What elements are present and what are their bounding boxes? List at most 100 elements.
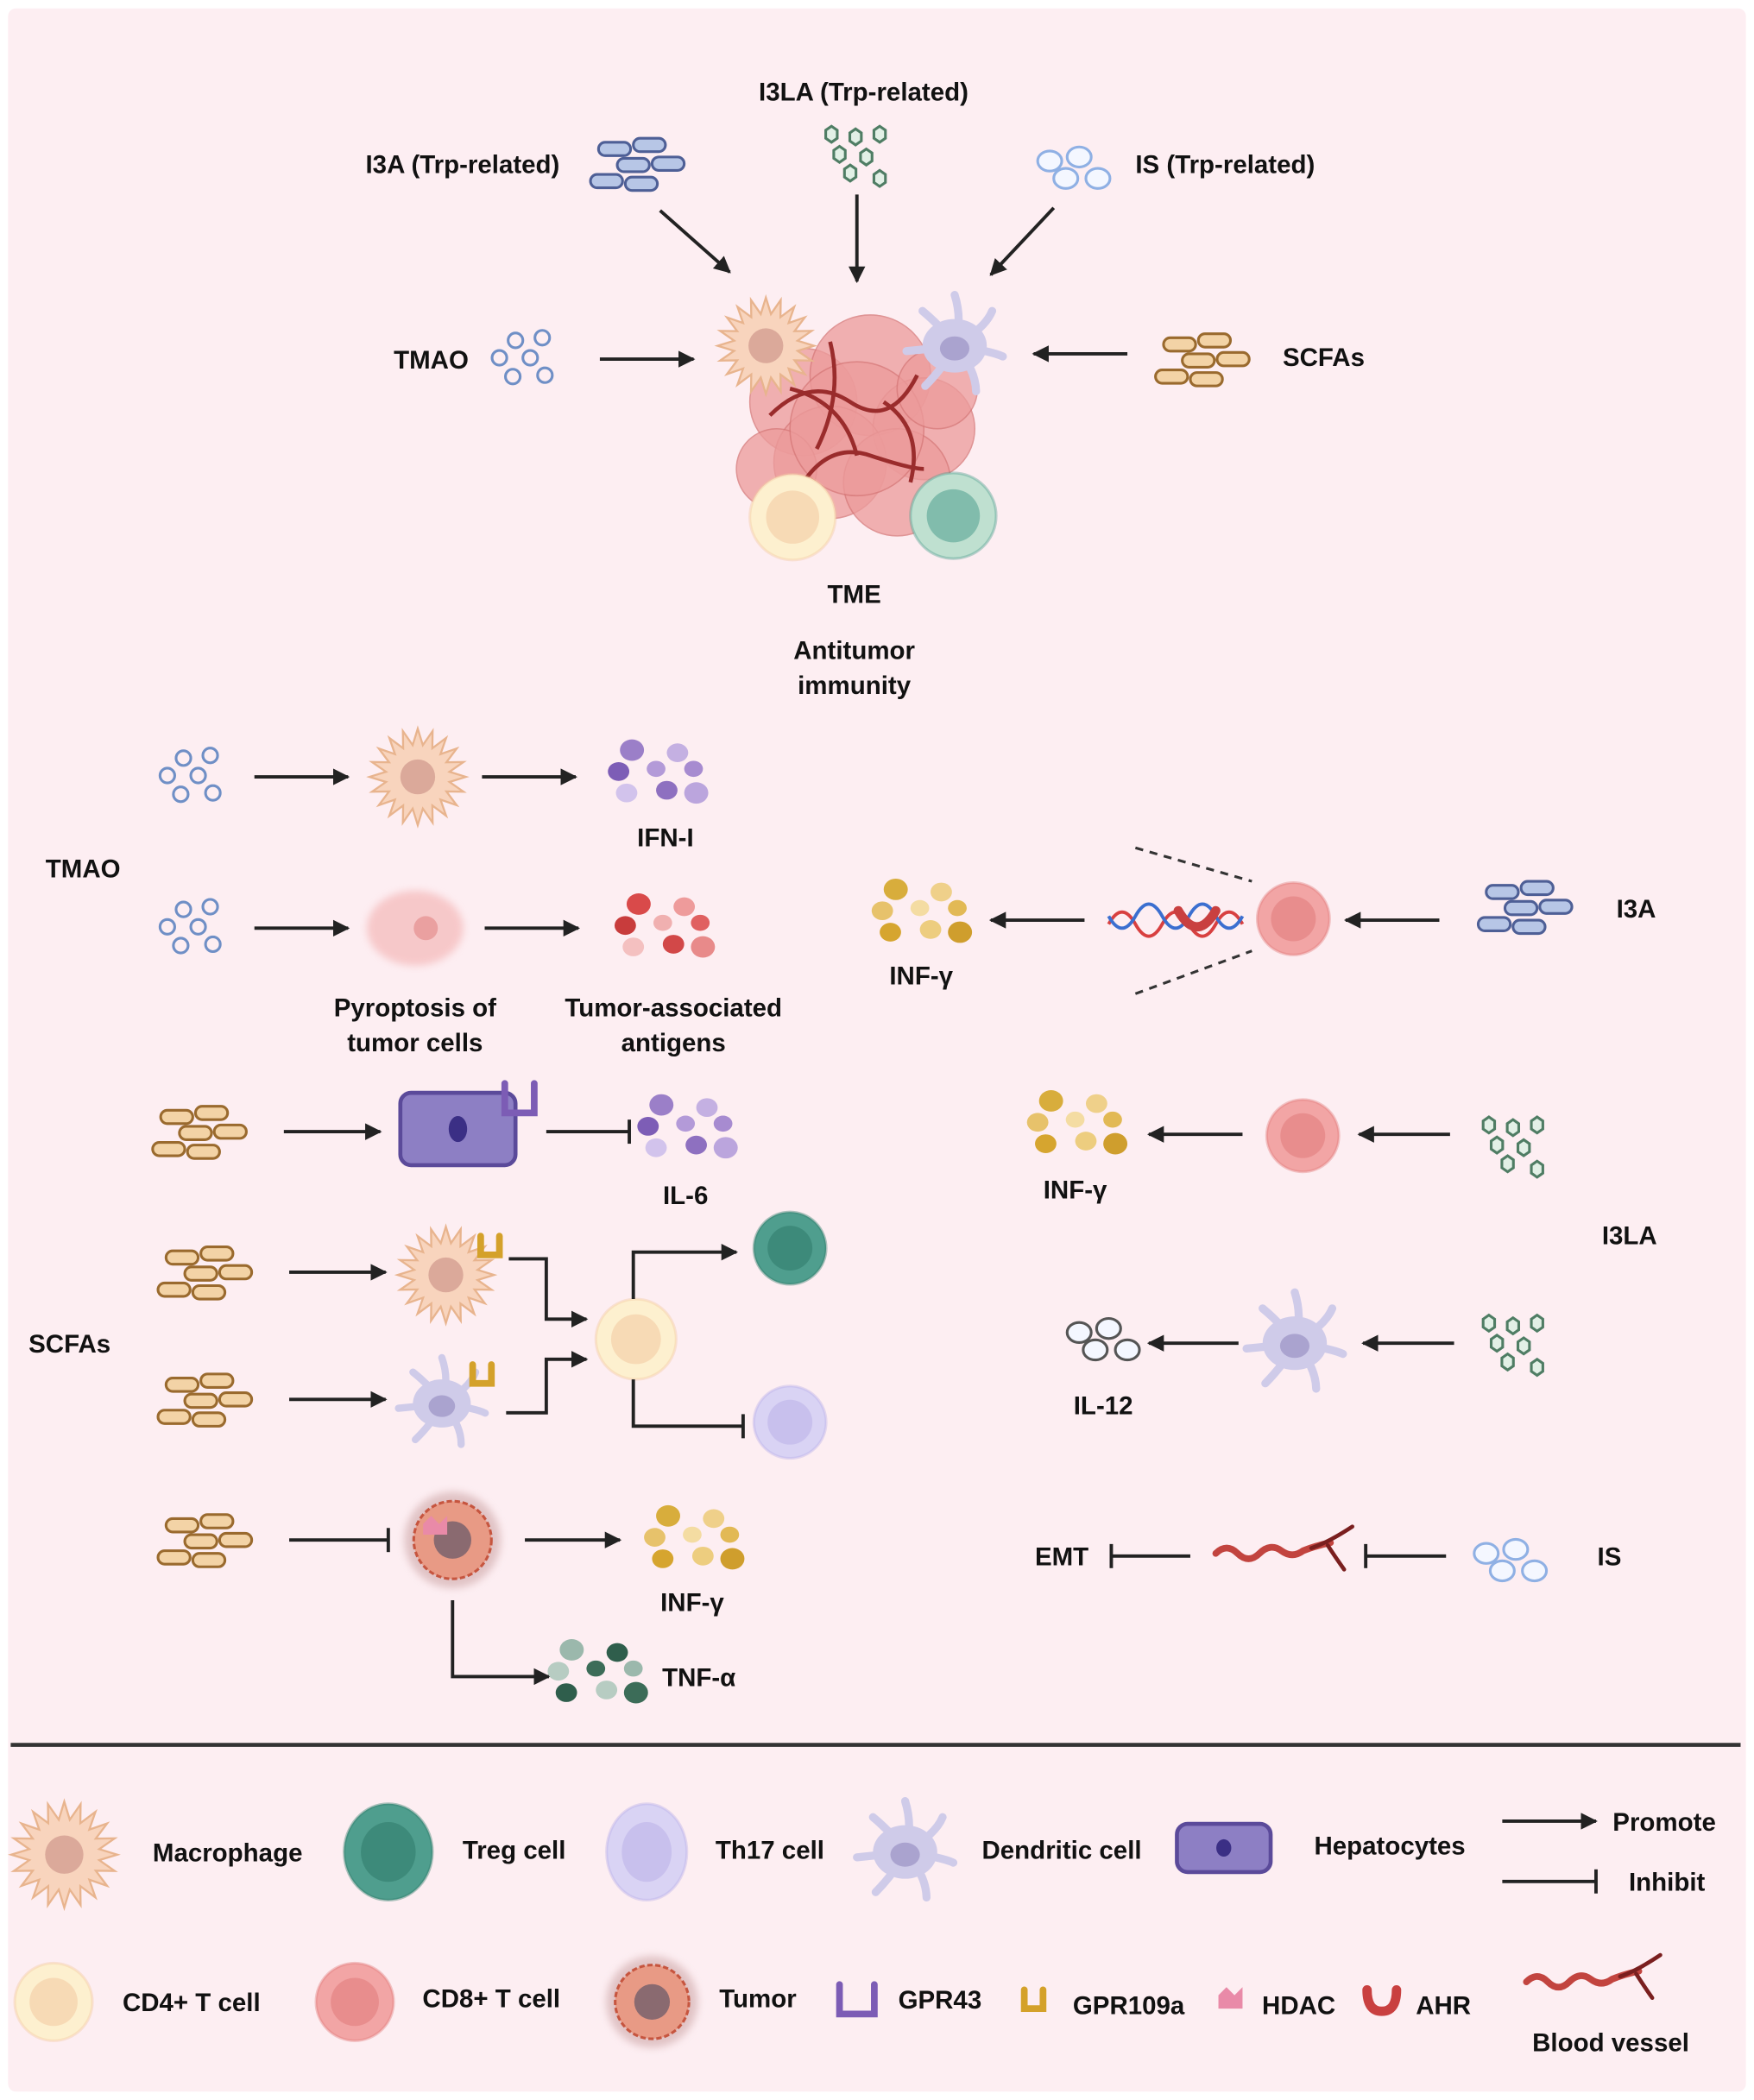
- tmao-molecules-icon: [158, 747, 222, 804]
- inhibit-cd4-to-th17: [631, 1379, 745, 1439]
- ifn-i-dots-icon: [608, 739, 709, 804]
- legend-cd4: CD4+ T cell: [123, 1989, 261, 2017]
- i3la-molecules-icon: [824, 124, 887, 188]
- label-tme: TME: [828, 580, 881, 609]
- label-emt: EMT: [1035, 1543, 1088, 1572]
- label-taa-2: antigens: [621, 1029, 726, 1057]
- scfa-molecules-icon: [151, 1105, 248, 1160]
- label-tmao-top: TMAO: [394, 346, 469, 375]
- legend-gpr109a: GPR109a: [1073, 1991, 1185, 2020]
- label-antitumor: Antitumor: [793, 637, 915, 665]
- legend-cd4-icon: [13, 1961, 94, 2042]
- i3a-molecules-icon: [1476, 880, 1574, 936]
- inhibit-arrow: [546, 1119, 631, 1145]
- label-il12: IL-12: [1074, 1391, 1133, 1420]
- label-inf-gamma-r1: INF-γ: [889, 962, 953, 990]
- legend-gpr43: GPR43: [899, 1986, 982, 2015]
- label-pyroptosis-2: tumor cells: [347, 1029, 483, 1057]
- arrow-macrophage-to-cd4: [508, 1257, 589, 1327]
- gpr109a-receptor-icon: [469, 1361, 495, 1387]
- legend-gpr43-icon: [836, 1981, 878, 2018]
- label-i3la-right: I3LA: [1602, 1221, 1657, 1250]
- is-molecules-icon: [1036, 145, 1112, 190]
- label-inf-gamma-r2: INF-γ: [1044, 1176, 1107, 1205]
- dna-ahr-icon: [1107, 902, 1245, 938]
- cd8-t-cell-icon: [1265, 1098, 1341, 1174]
- label-is-right: IS: [1598, 1543, 1622, 1572]
- label-is-trp: IS (Trp-related): [1135, 151, 1315, 180]
- dendritic-cell-icon: [1242, 1288, 1347, 1393]
- legend-macrophage: Macrophage: [153, 1838, 303, 1867]
- il12-molecules-icon: [1065, 1316, 1141, 1362]
- label-i3a-trp: I3A (Trp-related): [366, 151, 560, 180]
- blood-vessel-icon: [1212, 1524, 1354, 1572]
- legend-blood-vessel-icon: [1523, 1952, 1663, 2001]
- th17-cell-icon: [752, 1384, 828, 1460]
- tme-dendritic-cell-icon: [902, 291, 1007, 395]
- label-i3la-trp: I3LA (Trp-related): [759, 79, 968, 107]
- i3la-molecules-icon: [1481, 1313, 1544, 1378]
- arrow-tumor-to-tnf: [451, 1600, 551, 1686]
- arrow-dc-to-cd4: [506, 1351, 589, 1415]
- tmao-molecules-icon: [158, 898, 222, 955]
- label-inf-gamma-left: INF-γ: [660, 1588, 724, 1617]
- tme-macrophage-icon: [714, 293, 818, 398]
- gpr43-receptor-icon: [501, 1080, 538, 1117]
- scfa-molecules-icon: [156, 1245, 254, 1301]
- inhibit-arrow: [289, 1528, 390, 1553]
- arrow-is-to-tme: [989, 206, 1056, 276]
- tumor-cell-icon: [404, 1491, 502, 1589]
- i3la-molecules-icon: [1481, 1115, 1544, 1179]
- treg-cell-icon: [752, 1210, 828, 1286]
- hepatocyte-icon: [398, 1090, 518, 1168]
- diagram-shapes: [8, 124, 1663, 2048]
- inhibit-arrow: [1109, 1543, 1190, 1568]
- inhibit-arrow: [1364, 1543, 1447, 1568]
- macrophage-icon: [366, 725, 470, 829]
- scfa-molecules-icon: [156, 1513, 254, 1568]
- legend-hepatocytes: Hepatocytes: [1314, 1832, 1465, 1861]
- label-scfas-top: SCFAs: [1283, 344, 1365, 372]
- legend-macrophage-icon: [8, 1798, 121, 1912]
- inf-gamma-dots-icon: [871, 878, 973, 943]
- label-taa-1: Tumor-associated: [565, 994, 782, 1023]
- legend-tumor: Tumor: [719, 1985, 797, 2014]
- label-immunity: immunity: [798, 672, 912, 700]
- arrow-cd4-to-treg: [631, 1244, 739, 1300]
- i3a-molecules-icon: [589, 136, 686, 192]
- is-molecules-icon: [1473, 1537, 1549, 1583]
- legend-tumor-icon: [606, 1956, 698, 2048]
- label-il6: IL-6: [663, 1182, 708, 1210]
- legend-hdac: HDAC: [1262, 1991, 1335, 2020]
- scfa-molecules-icon: [156, 1372, 254, 1428]
- arrow-i3a-to-tme: [659, 209, 731, 274]
- legend-th17: Th17 cell: [716, 1836, 824, 1864]
- legend-inhibit-arrow: [1502, 1869, 1598, 1894]
- label-ifn-i: IFN-I: [637, 824, 693, 853]
- legend-ahr: AHR: [1416, 1991, 1471, 2020]
- legend-gpr109a-icon: [1020, 1986, 1047, 2012]
- dendritic-cell-icon: [394, 1353, 489, 1448]
- tnf-alpha-dots-icon: [547, 1639, 648, 1704]
- tumor-antigen-dots-icon: [614, 893, 716, 958]
- label-pyroptosis-1: Pyroptosis of: [334, 994, 496, 1023]
- tme-cd4-t-cell-icon: [748, 472, 837, 562]
- legend-blood-vessel: Blood vessel: [1532, 2029, 1689, 2058]
- cd4-t-cell-icon: [594, 1297, 678, 1381]
- legend-cd8: CD8+ T cell: [422, 1985, 560, 2014]
- inf-gamma-dots-icon: [644, 1504, 745, 1570]
- tme-treg-cell-icon: [909, 471, 998, 560]
- zoom-dashed-lines: [1134, 846, 1252, 995]
- tmao-molecules-icon: [490, 329, 554, 386]
- legend-ahr-icon: [1362, 1984, 1402, 2016]
- gpr109a-receptor-icon: [476, 1233, 503, 1258]
- legend-cd8-icon: [314, 1961, 395, 2042]
- legend-dendritic: Dendritic cell: [982, 1836, 1142, 1864]
- legend-hepatocyte-icon: [1175, 1821, 1273, 1875]
- label-tnf-alpha: TNF-α: [662, 1663, 735, 1692]
- scfa-molecules-icon: [1154, 332, 1251, 388]
- legend-th17-icon: [605, 1802, 689, 1902]
- legend-treg: Treg cell: [463, 1836, 566, 1864]
- legend-promote: Promote: [1612, 1808, 1716, 1837]
